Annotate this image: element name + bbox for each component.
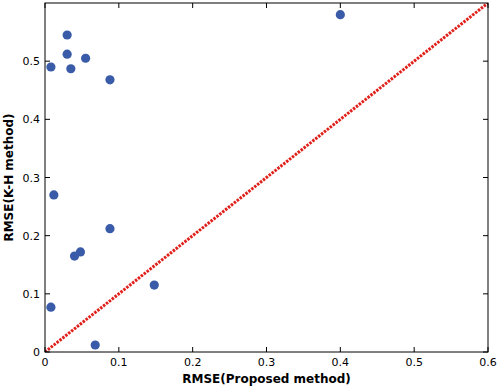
x-tick	[118, 347, 119, 352]
x-tick-label: 0.3	[258, 356, 276, 369]
y-tick	[483, 235, 488, 236]
y-tick	[45, 293, 50, 294]
scatter-point	[81, 54, 90, 63]
scatter-point	[336, 10, 345, 19]
scatter-point	[49, 190, 58, 199]
scatter-point	[46, 303, 55, 312]
x-tick-label: 0.4	[332, 356, 350, 369]
y-tick-label: 0.2	[23, 230, 41, 243]
scatter-point	[105, 224, 114, 233]
y-tick	[483, 352, 488, 353]
y-tick-label: 0.4	[23, 113, 41, 126]
data-layer	[45, 3, 488, 352]
x-tick	[414, 3, 415, 8]
x-tick	[414, 347, 415, 352]
reference-line	[45, 3, 488, 352]
y-tick-label: 0.5	[23, 55, 41, 68]
x-tick-label: 0.6	[479, 356, 497, 369]
y-axis-label: RMSE(K-H method)	[2, 113, 16, 241]
x-tick-label: 0.2	[184, 356, 202, 369]
scatter-point	[46, 62, 55, 71]
x-tick	[118, 3, 119, 8]
y-tick	[483, 177, 488, 178]
y-tick-label: 0	[33, 346, 40, 359]
y-tick	[45, 61, 50, 62]
scatter-point	[91, 340, 100, 349]
y-tick-label: 0.1	[23, 288, 41, 301]
y-tick	[45, 352, 50, 353]
y-tick	[45, 235, 50, 236]
chart: 0 0.1 0.2 0.3 0.4 0.5 0.6 0 0.1 0.2 0.3 0.4 0.5 RMSE(…	[0, 0, 500, 390]
x-tick	[192, 3, 193, 8]
scatter-point	[63, 50, 72, 59]
y-tick	[483, 293, 488, 294]
x-tick	[192, 347, 193, 352]
chart-container: 0 0.1 0.2 0.3 0.4 0.5 0.6 0 0.1 0.2 0.3 0.4 0.5 RMSE(…	[0, 0, 500, 390]
x-tick	[266, 3, 267, 8]
x-tick-label: 0	[42, 356, 49, 369]
x-tick	[488, 3, 489, 8]
x-tick	[488, 347, 489, 352]
x-tick-label: 0.1	[110, 356, 128, 369]
y-tick-label: 0.3	[23, 172, 41, 185]
plot-frame	[45, 3, 488, 352]
scatter-point	[150, 281, 159, 290]
y-tick	[45, 177, 50, 178]
x-axis-label: RMSE(Proposed method)	[182, 372, 351, 386]
x-tick	[45, 3, 46, 8]
x-tick	[45, 347, 46, 352]
x-tick	[266, 347, 267, 352]
y-tick	[483, 119, 488, 120]
scatter-point	[105, 75, 114, 84]
scatter-point	[66, 64, 75, 73]
scatter-point	[70, 251, 79, 260]
scatter-point	[63, 30, 72, 39]
y-tick	[483, 61, 488, 62]
x-tick-label: 0.5	[405, 356, 423, 369]
y-tick	[45, 119, 50, 120]
x-tick	[340, 3, 341, 8]
x-tick	[340, 347, 341, 352]
plot-background	[45, 3, 488, 352]
